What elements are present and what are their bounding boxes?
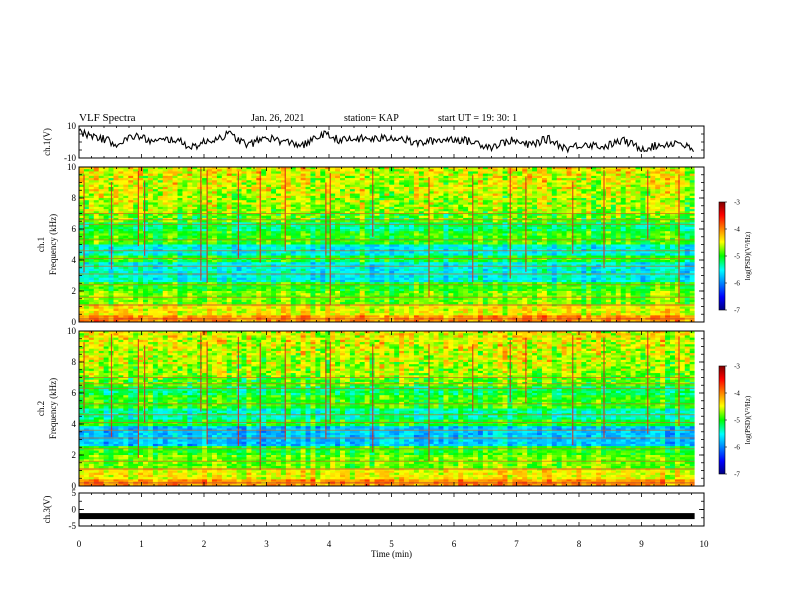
- ch1-waveform-tick-label: 10: [67, 121, 77, 131]
- date-label: Jan. 26, 2021: [251, 113, 305, 124]
- ch2-colorbar-label: log(PSD)(V²/Hz): [744, 395, 752, 444]
- ch1-spectrogram-image: [79, 167, 704, 323]
- ch3-waveform-ylabel: ch.3(V): [42, 496, 52, 524]
- ch2-spectrogram-tick-label: 8: [72, 357, 77, 367]
- ch1-spectrogram-tick-label: 2: [72, 286, 77, 296]
- ch1-colorbar-label: log(PSD)(V²/Hz): [744, 231, 752, 280]
- ch2-colorbar-tick-label: -5: [734, 417, 740, 425]
- ch2-colorbar: [718, 365, 726, 475]
- ch2-spectrogram-tick-label: 10: [67, 326, 77, 336]
- ch2-colorbar-tick-label: -4: [734, 390, 740, 398]
- x-tick-label: 8: [577, 539, 582, 549]
- ch2-spectrogram-image: [79, 331, 704, 487]
- station-label: station= KAP: [344, 113, 399, 124]
- ch2-colorbar-tick-label: -6: [734, 444, 740, 452]
- ch1-frequency-label: Frequency (kHz): [48, 214, 58, 275]
- ch2-spectrogram-tick-label: 4: [72, 419, 77, 429]
- ch1-spectrogram-tick-label: 4: [72, 255, 77, 265]
- ch1-colorbar-tick-label: -6: [734, 280, 740, 288]
- ch3-waveform-line: [79, 513, 695, 520]
- ch3-waveform-tick-label: 5: [72, 488, 77, 498]
- ch1-spectrogram-tick-label: 10: [67, 162, 77, 172]
- ch1-waveform-tick-label: -10: [64, 153, 76, 163]
- x-tick-label: 0: [77, 539, 82, 549]
- ch1-colorbar: [718, 201, 726, 311]
- ch2-frequency-label: Frequency (kHz): [48, 378, 58, 439]
- x-tick-label: 9: [639, 539, 644, 549]
- ch2-colorbar-tick-label: -7: [734, 471, 740, 479]
- ch2-spectrogram-tick-label: 0: [72, 481, 77, 491]
- x-tick-label: 2: [202, 539, 207, 549]
- x-tick-label: 3: [264, 539, 269, 549]
- ch1-waveform-ylabel: ch.1(V): [42, 128, 52, 156]
- ch3-waveform-frame: [78, 492, 705, 527]
- ch2-colorbar-tick-label: -3: [734, 363, 740, 371]
- ch2-spectrogram-tick-label: 2: [72, 450, 77, 460]
- ch3-waveform-tick-label: 0: [72, 505, 77, 515]
- ch1-colorbar-tick-label: -4: [734, 226, 740, 234]
- x-tick-label: 6: [452, 539, 457, 549]
- x-tick-label: 7: [514, 539, 519, 549]
- ch1-spectrogram-tick-label: 6: [72, 224, 77, 234]
- ch3-waveform-tick-label: -5: [69, 521, 77, 531]
- ch1-colorbar-tick-label: -7: [734, 307, 740, 315]
- ch1-colorbar-tick-label: -3: [734, 199, 740, 207]
- ch1-channel-label: ch.1: [36, 237, 46, 252]
- ch1-spectrogram-tick-label: 8: [72, 193, 77, 203]
- start-time-label: start UT = 19: 30: 1: [438, 113, 518, 124]
- ch2-spectrogram-tick-label: 6: [72, 388, 77, 398]
- figure-title: VLF Spectra: [79, 112, 136, 124]
- x-tick-label: 1: [139, 539, 144, 549]
- x-tick-label: 4: [327, 539, 332, 549]
- ch1-waveform-line: [78, 128, 694, 154]
- x-tick-label: 5: [389, 539, 394, 549]
- x-tick-label: 10: [700, 539, 710, 549]
- ch2-channel-label: ch.2: [36, 401, 46, 416]
- ch1-spectrogram-tick-label: 0: [72, 317, 77, 327]
- ch1-colorbar-tick-label: -5: [734, 253, 740, 261]
- x-axis-label: Time (min): [371, 549, 412, 559]
